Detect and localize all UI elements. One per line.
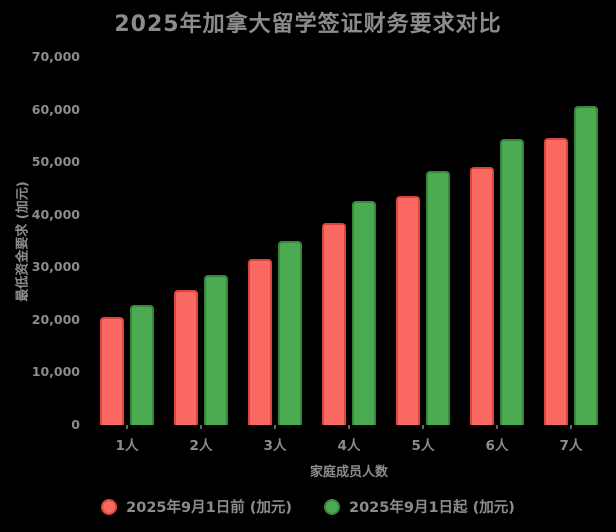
bar-2025年9月1日前 (加元)-1人: [100, 316, 124, 425]
y-tick-label: 50,000: [31, 154, 80, 170]
x-tick-label: 4人: [337, 438, 361, 454]
bar-2025年9月1日前 (加元)-2人: [174, 289, 198, 425]
x-tick-mark: [200, 425, 202, 429]
bar-group-2人: 2人: [174, 57, 228, 454]
legend-marker-red-circle: [101, 498, 118, 515]
bar-2025年9月1日起 (加元)-1人: [130, 304, 154, 425]
bar-group-1人: 1人: [100, 57, 154, 454]
legend: 2025年9月1日前 (加元) 2025年9月1日起 (加元): [0, 496, 616, 517]
bar-2025年9月1日前 (加元)-4人: [322, 223, 346, 425]
bar-group-3人: 3人: [248, 57, 302, 454]
y-tick-label: 40,000: [31, 206, 80, 222]
bar-2025年9月1日起 (加元)-6人: [500, 138, 524, 425]
legend-item-after: 2025年9月1日起 (加元): [324, 496, 515, 517]
y-tick-label: 30,000: [31, 259, 80, 275]
y-tick-label: 60,000: [31, 101, 80, 117]
x-tick-label: 1人: [115, 438, 139, 454]
bar-2025年9月1日起 (加元)-4人: [352, 201, 376, 425]
bar-2025年9月1日起 (加元)-7人: [574, 106, 598, 425]
x-axis-label: 家庭成员人数: [309, 465, 388, 480]
bar-group-4人: 4人: [322, 57, 376, 454]
bar-2025年9月1日起 (加元)-5人: [426, 171, 450, 425]
x-tick-mark: [570, 425, 572, 429]
bar-2025年9月1日起 (加元)-2人: [204, 275, 228, 425]
y-tick-label: 0: [71, 417, 80, 432]
y-axis-ticks: 0 10,000 20,000 30,000 40,000 50,000 60,000 70,…: [0, 0, 80, 532]
chart-title: 2025年加拿大留学签证财务要求对比: [114, 12, 502, 37]
bar-group-6人: 6人: [470, 57, 524, 454]
x-tick-mark: [274, 425, 276, 429]
legend-marker-green-circle: [324, 498, 340, 515]
x-tick-label: 2人: [189, 438, 213, 454]
y-tick-label: 10,000: [31, 364, 80, 380]
y-tick-label: 70,000: [31, 49, 80, 64]
x-tick-label: 3人: [263, 438, 287, 454]
bar-2025年9月1日前 (加元)-7人: [544, 137, 568, 425]
bar-2025年9月1日前 (加元)-3人: [248, 258, 272, 425]
x-tick-label: 5人: [411, 438, 435, 454]
bar-group-5人: 5人: [396, 57, 450, 454]
legend-label: 2025年9月1日起 (加元): [349, 500, 515, 516]
x-tick-mark: [348, 425, 350, 429]
x-tick-label: 6人: [485, 438, 509, 454]
bar-2025年9月1日前 (加元)-5人: [396, 196, 420, 425]
x-tick-mark: [496, 425, 498, 429]
x-tick-mark: [422, 425, 424, 429]
x-tick-mark: [126, 425, 128, 429]
bar-2025年9月1日前 (加元)-6人: [470, 167, 494, 425]
bar-2025年9月1日起 (加元)-3人: [278, 240, 302, 425]
legend-label: 2025年9月1日前 (加元): [126, 500, 292, 516]
legend-item-before: 2025年9月1日前 (加元): [101, 496, 292, 517]
bar-group-7人: 7人: [544, 57, 598, 454]
y-tick-label: 20,000: [31, 311, 80, 327]
plot-area: 1人 2人 3人 4人 5人 6人 7人: [90, 57, 608, 454]
x-tick-label: 7人: [559, 438, 583, 454]
